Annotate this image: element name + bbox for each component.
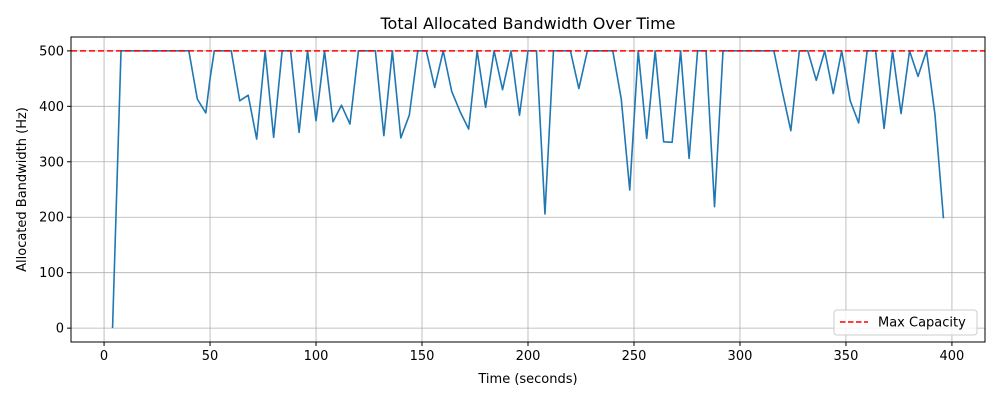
legend: Max Capacity <box>833 309 978 336</box>
x-tick-label: 300 <box>728 349 753 364</box>
x-tick-label: 200 <box>516 349 541 364</box>
y-tick-label: 100 <box>39 266 64 281</box>
x-tick-label: 250 <box>622 349 647 364</box>
x-tick-label: 350 <box>834 349 859 364</box>
grid-lines <box>71 37 985 342</box>
y-tick-label: 200 <box>39 211 64 226</box>
x-tick-label: 50 <box>202 349 219 364</box>
y-tick-label: 500 <box>39 44 64 59</box>
y-tick-label: 0 <box>56 322 64 337</box>
x-tick-label: 100 <box>304 349 329 364</box>
x-tick-label: 0 <box>100 349 108 364</box>
chart-title: Total Allocated Bandwidth Over Time <box>379 14 675 33</box>
y-tick-label: 300 <box>39 155 64 170</box>
legend-capacity-label: Max Capacity <box>878 316 966 331</box>
x-tick-label: 400 <box>940 349 965 364</box>
legend-box <box>833 309 978 336</box>
axis-ticks: 0 50 100 150 200 250 300 350 400 0 100 200 300 400 500 <box>39 44 964 364</box>
y-axis-label: Allocated Bandwidth (Hz) <box>15 107 30 272</box>
x-axis-label: Time (seconds) <box>477 372 577 387</box>
y-tick-label: 400 <box>39 100 64 115</box>
series-layer <box>71 50 985 329</box>
x-tick-label: 150 <box>410 349 435 364</box>
